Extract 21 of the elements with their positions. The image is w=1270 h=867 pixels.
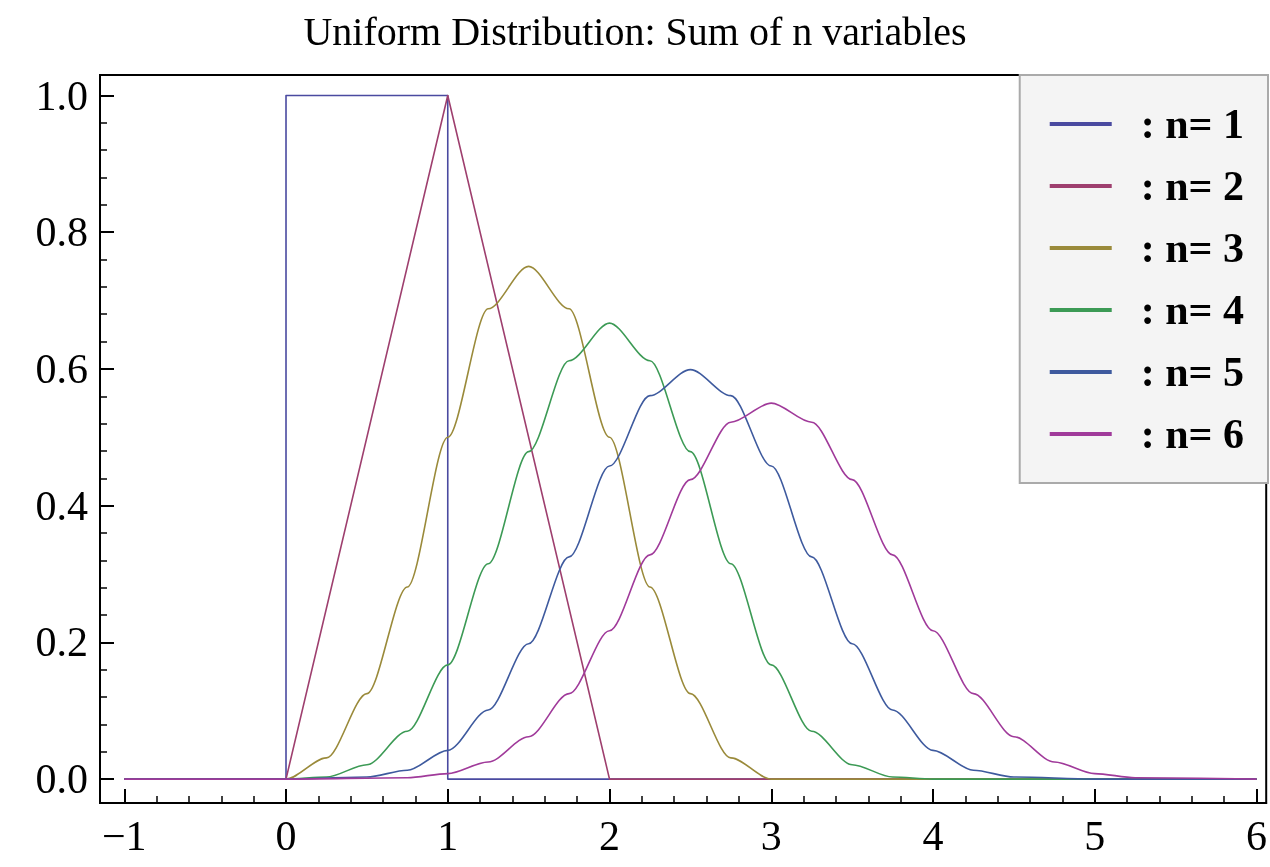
chart-title: Uniform Distribution: Sum of n variables	[303, 8, 967, 54]
x-tick-label: 1	[437, 813, 459, 859]
legend-label: : n= 2	[1140, 163, 1244, 209]
y-tick-label: 0.0	[35, 756, 88, 803]
x-tick-label: −1	[101, 813, 147, 859]
y-tick-label: 0.4	[35, 482, 88, 529]
x-tick-label: 5	[1084, 813, 1106, 859]
legend-label: : n= 4	[1140, 287, 1244, 333]
x-tick-label: 6	[1246, 813, 1267, 859]
x-tick-label: 4	[922, 813, 944, 859]
legend-label: : n= 1	[1140, 101, 1244, 147]
y-tick-label: 0.8	[35, 209, 88, 256]
y-tick-label: 0.6	[35, 345, 88, 392]
legend-label: : n= 5	[1140, 349, 1244, 395]
y-tick-label: 0.2	[35, 619, 88, 666]
legend-label: : n= 6	[1140, 411, 1244, 457]
x-tick-label: 3	[760, 813, 782, 859]
x-tick-label: 0	[275, 813, 297, 859]
legend-label: : n= 3	[1140, 225, 1244, 271]
y-tick-label: 1.0	[35, 72, 88, 119]
x-tick-label: 2	[599, 813, 621, 859]
